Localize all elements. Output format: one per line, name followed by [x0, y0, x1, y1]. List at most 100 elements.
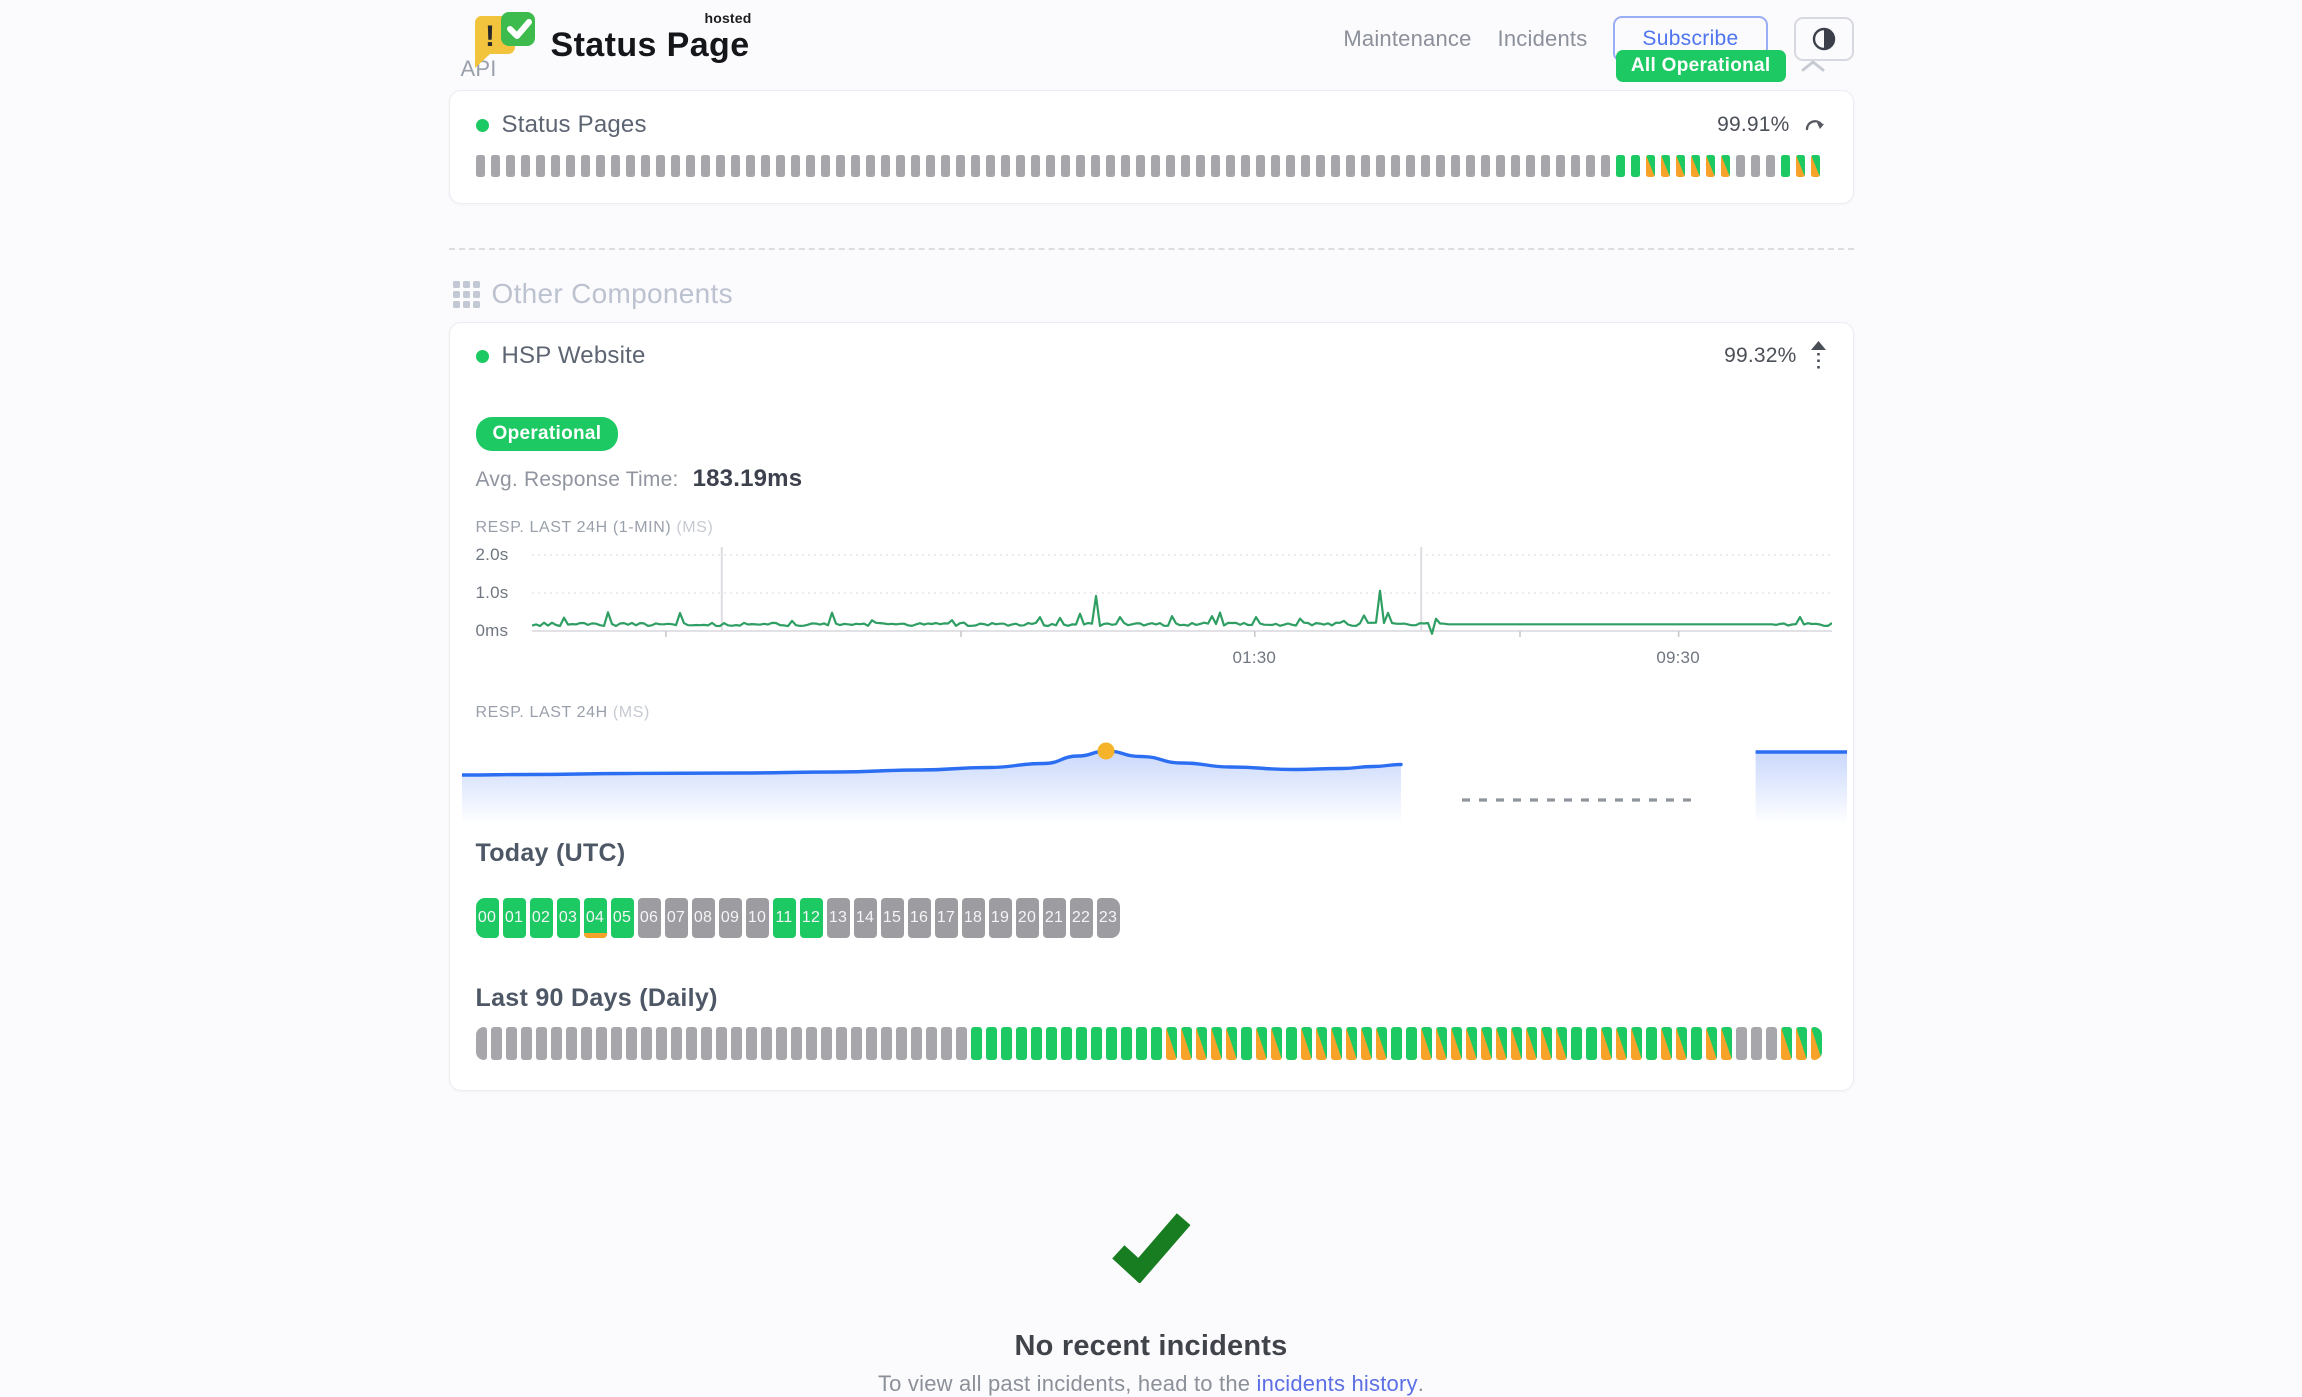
day-segment[interactable] [1180, 1027, 1192, 1060]
uptime-segment[interactable] [1495, 155, 1505, 177]
response-time-line-chart[interactable]: 2.0s 1.0s 0ms 01:30 09:30 [476, 545, 1832, 670]
day-segment[interactable] [1300, 1027, 1312, 1060]
uptime-segment[interactable] [1195, 155, 1205, 177]
day-segment[interactable] [1585, 1027, 1597, 1060]
uptime-segment[interactable] [865, 155, 875, 177]
hour-block-04[interactable]: 04 [583, 898, 607, 938]
uptime-segment[interactable] [1765, 155, 1775, 177]
uptime-segment[interactable] [1015, 155, 1025, 177]
day-segment[interactable] [1465, 1027, 1477, 1060]
uptime-segment[interactable] [1180, 155, 1190, 177]
response-time-area-chart[interactable] [461, 738, 1847, 833]
day-segment[interactable] [970, 1027, 982, 1060]
hour-block-12[interactable]: 12 [799, 898, 823, 938]
day-segment[interactable] [940, 1027, 952, 1060]
uptime-segment[interactable] [1660, 155, 1670, 177]
uptime-segment[interactable] [910, 155, 920, 177]
uptime-segment[interactable] [1630, 155, 1640, 177]
uptime-segment[interactable] [1090, 155, 1100, 177]
uptime-segment[interactable] [1465, 155, 1475, 177]
uptime-segment[interactable] [550, 155, 560, 177]
chevron-up-icon[interactable] [1800, 58, 1826, 74]
uptime-segment[interactable] [970, 155, 980, 177]
day-segment[interactable] [1000, 1027, 1012, 1060]
hour-block-00[interactable]: 00 [475, 898, 499, 938]
day-segment[interactable] [1030, 1027, 1042, 1060]
day-segment[interactable] [1375, 1027, 1387, 1060]
day-segment[interactable] [1810, 1027, 1822, 1060]
day-segment[interactable] [625, 1027, 637, 1060]
day-segment[interactable] [1570, 1027, 1582, 1060]
uptime-segment[interactable] [1780, 155, 1790, 177]
uptime-segment[interactable] [1570, 155, 1580, 177]
day-segment[interactable] [520, 1027, 532, 1060]
day-segment[interactable] [910, 1027, 922, 1060]
day-segment[interactable] [790, 1027, 802, 1060]
hour-block-02[interactable]: 02 [529, 898, 553, 938]
chart-marker-dot[interactable] [1097, 742, 1115, 760]
day-segment[interactable] [1105, 1027, 1117, 1060]
uptime-segment[interactable] [880, 155, 890, 177]
day-segment[interactable] [1195, 1027, 1207, 1060]
day-segment[interactable] [1675, 1027, 1687, 1060]
uptime-segment[interactable] [700, 155, 710, 177]
day-segment[interactable] [1315, 1027, 1327, 1060]
day-segment[interactable] [1390, 1027, 1402, 1060]
uptime-segment[interactable] [1000, 155, 1010, 177]
uptime-segment[interactable] [805, 155, 815, 177]
day-segment[interactable] [745, 1027, 757, 1060]
hour-block-03[interactable]: 03 [556, 898, 580, 938]
day-segment[interactable] [880, 1027, 892, 1060]
day-segment[interactable] [730, 1027, 742, 1060]
day-segment[interactable] [850, 1027, 862, 1060]
day-segment[interactable] [1360, 1027, 1372, 1060]
uptime-segment[interactable] [520, 155, 530, 177]
day-segment[interactable] [1045, 1027, 1057, 1060]
uptime-segment[interactable] [1165, 155, 1175, 177]
hour-block-20[interactable]: 20 [1015, 898, 1039, 938]
uptime-segment[interactable] [1105, 155, 1115, 177]
uptime-segment[interactable] [640, 155, 650, 177]
uptime-segment[interactable] [1135, 155, 1145, 177]
uptime-segment[interactable] [1210, 155, 1220, 177]
uptime-segment[interactable] [1270, 155, 1280, 177]
uptime-segment[interactable] [1600, 155, 1610, 177]
hour-block-11[interactable]: 11 [772, 898, 796, 938]
day-segment[interactable] [1435, 1027, 1447, 1060]
day-segment[interactable] [580, 1027, 592, 1060]
uptime-segment[interactable] [595, 155, 605, 177]
day-segment[interactable] [490, 1027, 502, 1060]
uptime-segment[interactable] [1390, 155, 1400, 177]
nav-incidents[interactable]: Incidents [1497, 26, 1588, 51]
uptime-segment[interactable] [475, 155, 485, 177]
uptime-segment[interactable] [1435, 155, 1445, 177]
uptime-segment[interactable] [685, 155, 695, 177]
uptime-segment[interactable] [895, 155, 905, 177]
uptime-segment[interactable] [1540, 155, 1550, 177]
day-segment[interactable] [1075, 1027, 1087, 1060]
hour-block-05[interactable]: 05 [610, 898, 634, 938]
day-segment[interactable] [595, 1027, 607, 1060]
uptime-segment[interactable] [730, 155, 740, 177]
day-segment[interactable] [820, 1027, 832, 1060]
uptime-segment[interactable] [670, 155, 680, 177]
day-segment[interactable] [805, 1027, 817, 1060]
uptime-segment[interactable] [1315, 155, 1325, 177]
day-segment[interactable] [1015, 1027, 1027, 1060]
uptime-segment[interactable] [760, 155, 770, 177]
day-segment[interactable] [610, 1027, 622, 1060]
day-segment[interactable] [775, 1027, 787, 1060]
uptime-segment[interactable] [610, 155, 620, 177]
uptime-segment[interactable] [1150, 155, 1160, 177]
day-segment[interactable] [865, 1027, 877, 1060]
day-segment[interactable] [1330, 1027, 1342, 1060]
uptime-segment[interactable] [1330, 155, 1340, 177]
uptime-segment[interactable] [1555, 155, 1565, 177]
uptime-segment[interactable] [940, 155, 950, 177]
hour-block-10[interactable]: 10 [745, 898, 769, 938]
all-operational-badge[interactable]: All Operational [1615, 50, 1786, 82]
day-segment[interactable] [1705, 1027, 1717, 1060]
day-segment[interactable] [1795, 1027, 1807, 1060]
uptime-segment[interactable] [985, 155, 995, 177]
day-segment[interactable] [1630, 1027, 1642, 1060]
